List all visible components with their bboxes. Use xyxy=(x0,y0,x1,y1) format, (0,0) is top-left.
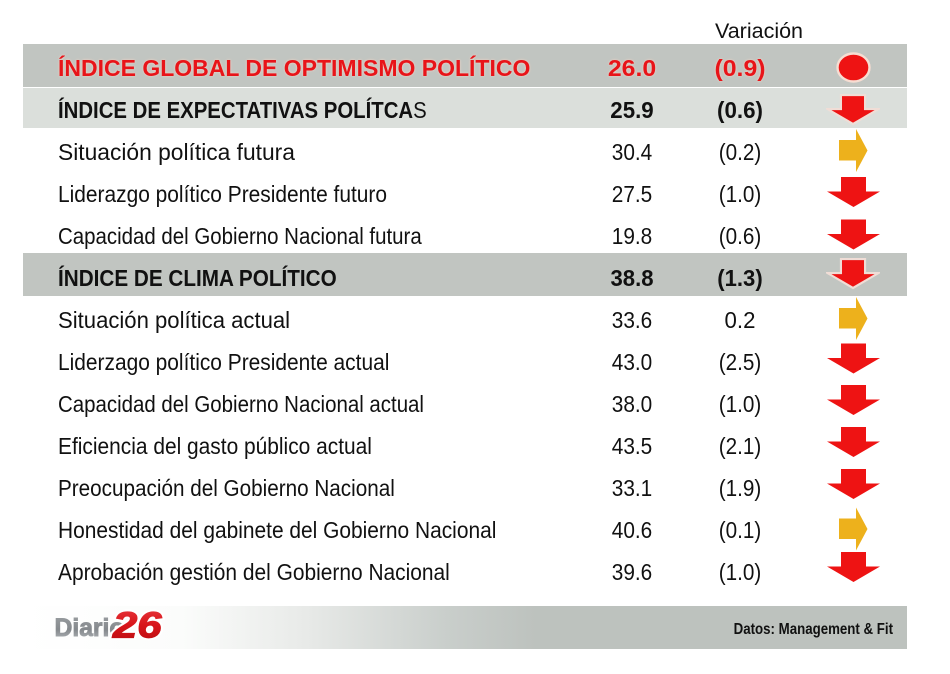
svg-text:26: 26 xyxy=(112,605,163,646)
svg-text:26: 26 xyxy=(112,605,163,646)
svg-text:Diario: Diario xyxy=(55,614,125,642)
